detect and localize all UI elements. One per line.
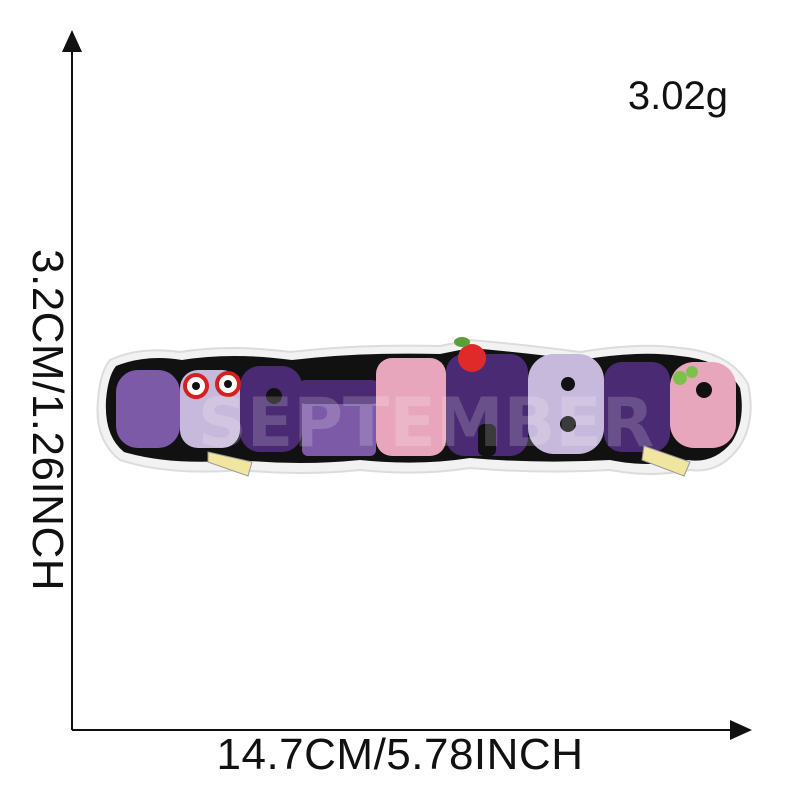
september-patch: SEPTEMBER [96, 337, 752, 477]
letter-m [446, 354, 528, 456]
apple-decoration [454, 337, 486, 372]
width-arrow-icon [730, 720, 752, 740]
letter-p [240, 366, 302, 452]
apple-icon [458, 344, 486, 372]
leaf-icon [454, 337, 470, 347]
eye-icon [192, 382, 200, 390]
dimension-axes [62, 30, 752, 740]
weight-label: 3.02g [627, 74, 728, 118]
height-dimension-label: 3.2CM/1.26INCH [23, 248, 72, 592]
pencil-icon-right [641, 445, 691, 477]
letter-r [670, 362, 736, 448]
bow-icon-right [686, 366, 698, 378]
letter-r-hole [696, 382, 712, 398]
letter-t-top [296, 380, 382, 404]
letter-t [302, 398, 376, 456]
width-dimension-label: 14.7CM/5.78INCH [216, 730, 584, 779]
letter-b-hole-top [561, 377, 575, 391]
bow-decoration [673, 366, 698, 385]
patch-letters [116, 354, 736, 456]
letter-s [116, 370, 180, 448]
letter-b [528, 354, 604, 454]
eye-icon-right [224, 380, 232, 388]
height-arrow-icon [62, 30, 82, 52]
pencil-icon [207, 451, 253, 477]
pencil-right [641, 445, 691, 477]
letter-e3 [604, 362, 670, 452]
letter-b-hole-bottom [560, 416, 576, 432]
patch-text: SEPTEMBER [198, 384, 654, 463]
letter-p-hole [266, 388, 282, 404]
pencil-left [207, 451, 253, 477]
patch-glasses [183, 371, 241, 399]
letter-e2 [376, 358, 446, 456]
bow-icon [673, 371, 687, 385]
letter-m-notch [478, 424, 496, 456]
